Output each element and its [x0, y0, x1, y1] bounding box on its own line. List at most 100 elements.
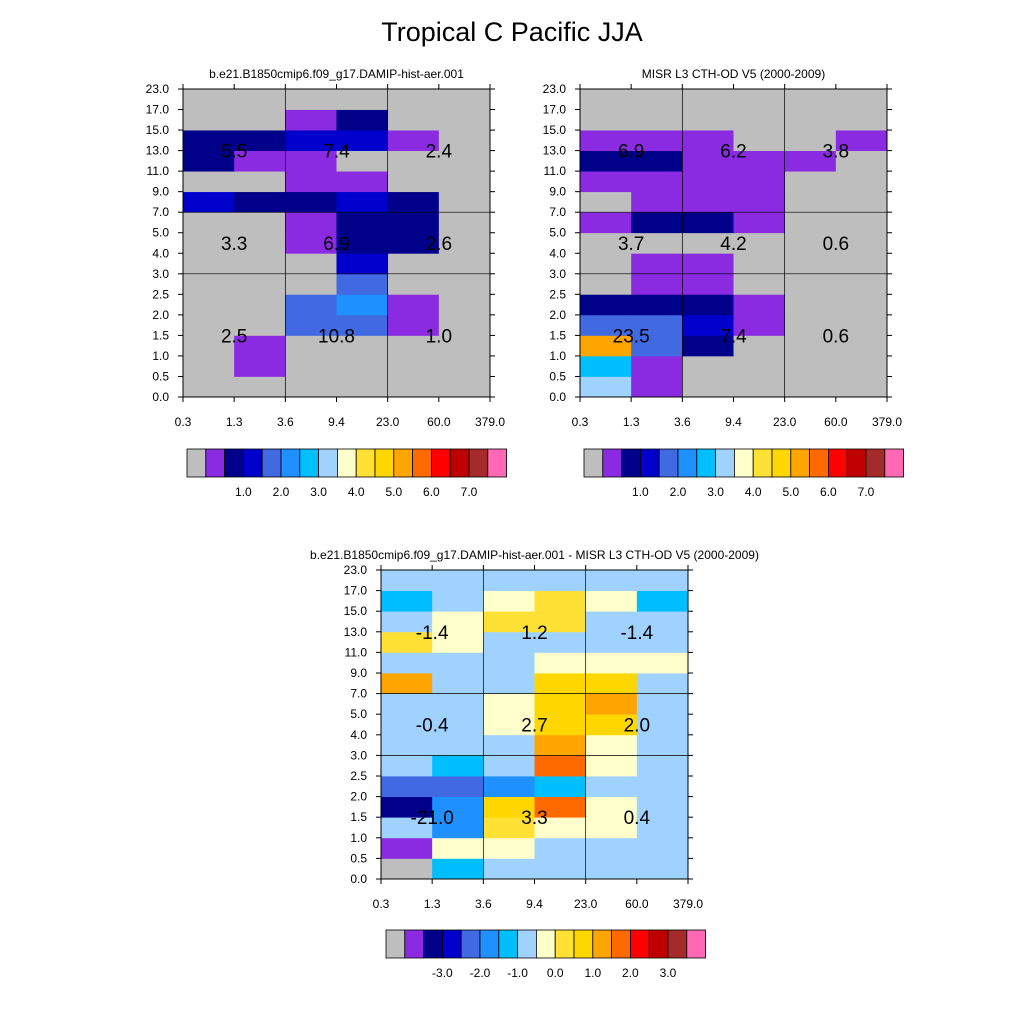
heatmap-cell — [835, 294, 888, 316]
region-value-label: 6.9 — [323, 234, 349, 255]
heatmap-cell — [387, 294, 440, 316]
region-value-label: 23.5 — [613, 326, 650, 347]
heatmap-cell — [631, 212, 683, 234]
heatmap-cell — [682, 253, 734, 275]
heatmap-cell — [636, 673, 689, 694]
heatmap-cell — [234, 109, 286, 131]
y-tick-label: 3.0 — [152, 267, 169, 281]
heatmap-cell — [733, 89, 786, 110]
colorbar-swatch — [449, 448, 470, 478]
y-tick-label: 23.0 — [344, 563, 368, 577]
heatmap-cell — [234, 171, 286, 193]
colorbar-label: 2.0 — [670, 485, 687, 499]
heatmap-cell — [381, 776, 433, 797]
heatmap-cell — [631, 109, 683, 131]
heatmap-cell — [784, 109, 837, 131]
heatmap-cell — [432, 631, 484, 653]
heatmap-cell — [682, 376, 734, 398]
heatmap-cell — [285, 191, 337, 213]
colorbar-label: 1.0 — [235, 485, 252, 499]
heatmap-cell — [438, 232, 491, 254]
heatmap-cell — [682, 171, 734, 193]
region-value-label: 2.0 — [624, 716, 650, 737]
heatmap-cell — [835, 130, 888, 151]
heatmap-cell — [580, 314, 632, 336]
colorbar-swatch — [430, 448, 451, 478]
heatmap-cell — [682, 89, 734, 110]
heatmap-cell — [183, 232, 235, 254]
heatmap-cell — [585, 817, 638, 839]
colorbar-swatch — [336, 448, 357, 478]
y-tick-label: 23.0 — [543, 82, 567, 96]
figure-title: Tropical C Pacific JJA — [381, 17, 643, 47]
heatmap-cell — [234, 212, 286, 234]
heatmap-cell — [534, 776, 587, 797]
heatmap-cell — [835, 109, 888, 131]
colorbar-label: 1.0 — [584, 966, 601, 980]
region-value-label: 10.8 — [318, 326, 355, 347]
colorbar-swatch — [715, 448, 735, 478]
heatmap-cell — [432, 693, 484, 715]
heatmap-cell — [534, 714, 587, 736]
heatmap-cell — [387, 314, 440, 336]
heatmap-cell — [631, 89, 683, 110]
colorbar-swatch — [734, 448, 754, 478]
y-tick-label: 1.5 — [350, 810, 367, 824]
y-tick-label: 1.0 — [152, 349, 169, 363]
colorbar-swatch — [828, 448, 848, 478]
heatmap-cell — [682, 232, 734, 254]
colorbar-swatch — [468, 448, 489, 478]
heatmap-cell — [835, 212, 888, 234]
y-tick-label: 2.0 — [152, 308, 169, 322]
heatmap-cell — [432, 796, 484, 818]
heatmap-cell — [381, 590, 433, 612]
heatmap-cell — [631, 150, 683, 172]
heatmap-cell — [733, 376, 786, 398]
colorbar-label: 3.0 — [310, 485, 327, 499]
colorbar-label: 1.0 — [632, 485, 649, 499]
heatmap-cell — [835, 376, 888, 398]
heatmap-cell — [381, 631, 433, 653]
heatmap-cell — [733, 294, 786, 316]
colorbar-swatch — [611, 929, 631, 959]
region-value-label: -1.4 — [416, 623, 449, 644]
heatmap-cell — [483, 570, 535, 591]
y-tick-label: 5.0 — [549, 226, 566, 240]
heatmap-cell — [585, 776, 638, 797]
x-tick-label: 23.0 — [376, 415, 400, 429]
heatmap-cell — [784, 212, 837, 234]
heatmap-cell — [733, 314, 786, 336]
colorbar-swatch — [846, 448, 867, 478]
region-value-label: 7.4 — [720, 326, 747, 347]
heatmap-cell — [432, 611, 484, 633]
heatmap-cell — [580, 89, 632, 110]
heatmap-cell — [381, 693, 433, 715]
heatmap-cell — [336, 253, 389, 275]
x-tick-label: 9.4 — [725, 415, 742, 429]
heatmap-cell — [784, 335, 837, 357]
y-tick-label: 7.0 — [549, 205, 566, 219]
heatmap-cell — [285, 232, 337, 254]
heatmap-cell — [682, 294, 734, 316]
heatmap-cell — [636, 631, 689, 653]
region-value-label: 5.5 — [221, 142, 247, 163]
heatmap-cell — [483, 734, 535, 756]
heatmap-cell — [387, 376, 440, 398]
heatmap-cell — [336, 335, 389, 357]
x-tick-label: 60.0 — [824, 415, 848, 429]
heatmap-cell — [585, 858, 638, 880]
heatmap-cell — [234, 355, 286, 377]
region-value-label: 2.7 — [521, 716, 547, 737]
panel-title: MISR L3 CTH-OD V5 (2000-2009) — [642, 67, 825, 81]
y-tick-label: 2.0 — [549, 308, 566, 322]
heatmap-cell — [733, 253, 786, 275]
heatmap-cell — [336, 314, 389, 336]
region-value-label: 6.9 — [618, 142, 644, 163]
colorbar-swatch — [318, 448, 338, 478]
heatmap-cell — [682, 273, 734, 295]
region-value-label: 1.0 — [426, 326, 452, 347]
heatmap-cell — [682, 130, 734, 151]
heatmap-cell — [285, 335, 337, 357]
heatmap-cell — [631, 273, 683, 295]
heatmap-cell — [183, 212, 235, 234]
